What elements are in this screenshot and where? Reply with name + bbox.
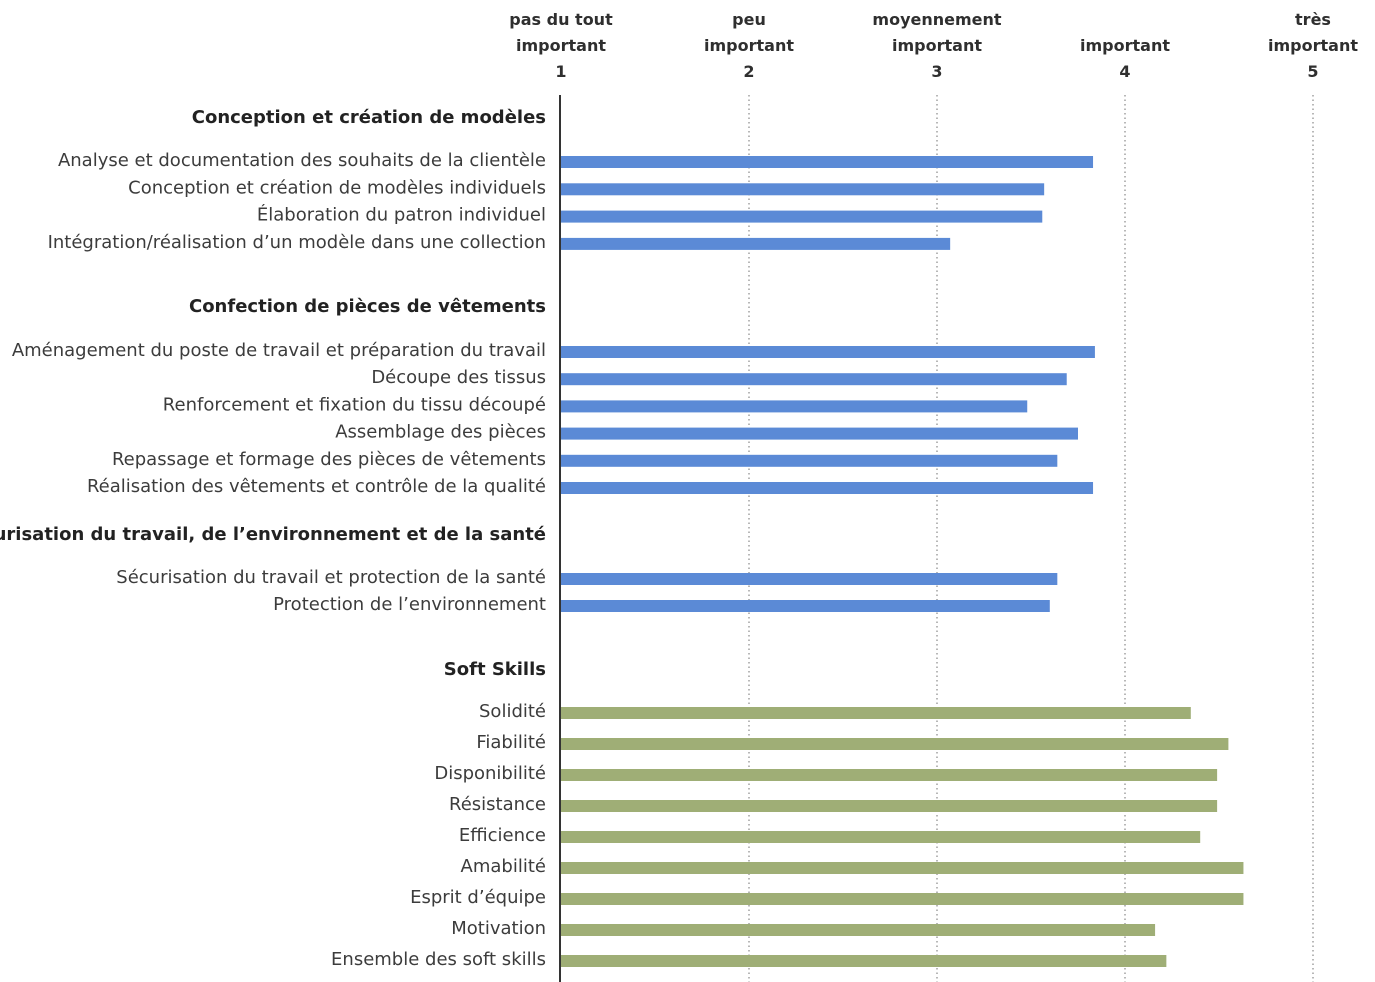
category-label: Renforcement et fixation du tissu découp… (163, 394, 546, 415)
category-label: Réalisation des vêtements et contrôle de… (87, 476, 546, 497)
tick-number: 4 (1119, 62, 1130, 81)
group-title: Conception et création de modèles (192, 107, 546, 128)
bar (561, 183, 1045, 196)
category-label: Assemblage des pièces (335, 422, 546, 443)
bar (561, 237, 951, 250)
bar (561, 893, 1244, 905)
category-label: Résistance (449, 794, 546, 815)
tick-label: important (1080, 36, 1170, 55)
category-label: Élaboration du patron individuel (257, 204, 546, 226)
group-title: Soft Skills (444, 659, 546, 680)
category-label: Esprit d’équipe (410, 887, 546, 908)
tick-number: 5 (1307, 62, 1318, 81)
category-label: Analyse et documentation des souhaits de… (58, 150, 546, 171)
tick-label: important (704, 36, 794, 55)
group-title: Confection de pièces de vêtements (189, 296, 546, 317)
tick-label: pas du tout (509, 10, 613, 29)
bar (561, 427, 1078, 440)
bar (561, 600, 1050, 612)
category-label: Protection de l’environnement (273, 594, 546, 615)
bar (561, 955, 1167, 967)
category-label: Disponibilité (434, 763, 546, 784)
category-label: Conception et création de modèles indivi… (128, 177, 546, 198)
bar (561, 738, 1229, 750)
category-label: Aménagement du poste de travail et prépa… (12, 340, 546, 361)
category-label: Solidité (479, 701, 546, 722)
tick-label: peu (732, 10, 766, 29)
bar (561, 924, 1156, 936)
category-label: Ensemble des soft skills (331, 949, 546, 970)
category-label: Intégration/réalisation d’un modèle dans… (48, 232, 546, 253)
category-label: Motivation (451, 918, 546, 939)
category-label: Sécurisation du travail et protection de… (116, 567, 546, 588)
bar (561, 400, 1028, 413)
category-label: Efficience (459, 825, 546, 846)
category-label: Découpe des tissus (371, 367, 546, 388)
bar (561, 573, 1058, 585)
category-label: Amabilité (461, 856, 546, 877)
bar (561, 769, 1218, 781)
tick-number: 1 (555, 62, 566, 81)
tick-label: important (892, 36, 982, 55)
tick-number: 2 (743, 62, 754, 81)
tick-label: important (516, 36, 606, 55)
bar (561, 831, 1201, 843)
bar (561, 707, 1191, 719)
bar (561, 346, 1095, 358)
bar (561, 156, 1094, 168)
tick-label: moyennement (872, 10, 1001, 29)
tick-label: important (1268, 36, 1358, 55)
category-label: Fiabilité (476, 732, 546, 753)
bar (561, 800, 1218, 812)
bar (561, 373, 1067, 386)
bar (561, 210, 1043, 223)
tick-number: 3 (931, 62, 942, 81)
category-label: Repassage et formage des pièces de vêtem… (112, 449, 546, 470)
bar (561, 482, 1094, 494)
bar (561, 862, 1244, 874)
tick-label: très (1295, 10, 1331, 29)
bar (561, 454, 1058, 467)
group-title: Sécurisation du travail, de l’environnem… (0, 524, 546, 545)
